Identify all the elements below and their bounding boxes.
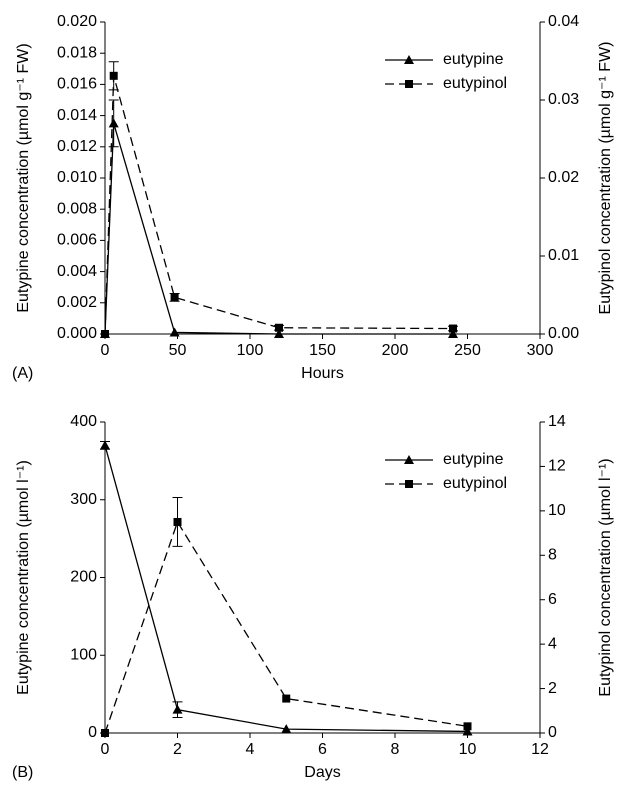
axes [104, 22, 541, 335]
y-tick-label: 100 [70, 646, 97, 663]
y-tick-label: 0 [88, 724, 97, 741]
marker [448, 329, 458, 338]
y-tick-label: 0.006 [57, 232, 97, 249]
y-tick-label: 0.016 [57, 76, 97, 93]
y2-tick-label: 4 [548, 635, 557, 652]
series-line [104, 445, 468, 733]
legend-label: eutypine [443, 451, 504, 468]
y-tick-label: 0.020 [57, 13, 97, 30]
marker [101, 330, 109, 338]
series-line [104, 75, 454, 335]
marker [173, 517, 182, 526]
marker [108, 118, 119, 128]
x-tick-label: 12 [531, 741, 549, 758]
marker [170, 293, 179, 302]
x-tick-label: 50 [169, 342, 187, 359]
marker [463, 722, 472, 731]
legend-label: eutypinol [443, 475, 507, 492]
axes [104, 422, 541, 734]
y-tick-label: 0.004 [57, 263, 97, 280]
y-tick-label: 0.014 [57, 107, 97, 124]
x-tick-label: 4 [246, 741, 255, 758]
x-tick-label: 300 [527, 342, 554, 359]
x-tick-label: 250 [454, 342, 481, 359]
y-tick-label: 300 [70, 491, 97, 508]
marker [172, 704, 183, 714]
marker [101, 729, 109, 737]
marker [462, 726, 473, 736]
legend-marker [405, 480, 413, 488]
marker [100, 440, 110, 450]
x-tick-label: 0 [101, 342, 110, 359]
series-line [104, 123, 453, 335]
y-tick-label: 0.018 [57, 44, 97, 61]
marker [274, 329, 284, 338]
y2-tick-label: 0 [548, 724, 557, 741]
y2-tick-label: 0.04 [548, 13, 579, 30]
y2-tick-label: 2 [548, 680, 557, 697]
legend-marker [405, 80, 413, 88]
y2-tick-label: 10 [548, 502, 566, 519]
marker [109, 71, 118, 80]
x-tick-label: 200 [382, 342, 409, 359]
x-axis-title: Hours [301, 365, 344, 382]
legend-label: eutypinol [443, 75, 507, 92]
x-axis-title: Days [304, 764, 340, 781]
x-tick-label: 10 [459, 741, 477, 758]
x-tick-label: 2 [173, 741, 182, 758]
y2-tick-label: 0.00 [548, 325, 579, 342]
y2-tick-label: 8 [548, 547, 557, 564]
y2-tick-label: 0.01 [548, 247, 579, 264]
y2-axis-title: Eutypinol concentration (µmol l⁻¹) [597, 458, 614, 696]
marker [275, 323, 283, 332]
y-axis-title: Eutypine concentration (µmol l⁻¹) [15, 460, 32, 695]
y-tick-label: 400 [70, 413, 97, 430]
y-tick-label: 0.010 [57, 169, 97, 186]
marker [449, 324, 457, 333]
y2-tick-label: 14 [548, 413, 566, 430]
y2-tick-label: 12 [548, 458, 566, 475]
y-tick-label: 0.002 [57, 294, 97, 311]
y-tick-label: 200 [70, 569, 97, 586]
panel-label: (B) [12, 764, 33, 781]
x-tick-label: 150 [309, 342, 336, 359]
y2-axis-title: Eutypinol concentration (µmol g⁻¹ FW) [597, 42, 614, 315]
marker [281, 724, 292, 734]
y-tick-label: 0.012 [57, 138, 97, 155]
marker [169, 327, 180, 337]
legend-marker [404, 455, 414, 464]
series-line [104, 520, 468, 734]
y-axis-title: Eutypine concentration (µmol g⁻¹ FW) [15, 43, 32, 312]
y2-tick-label: 0.03 [548, 91, 579, 108]
panel-label: (A) [12, 365, 33, 382]
legend-label: eutypine [443, 51, 504, 68]
y-tick-label: 0.008 [57, 200, 97, 217]
marker [282, 694, 291, 703]
x-tick-label: 6 [318, 741, 327, 758]
x-tick-label: 100 [237, 342, 264, 359]
x-tick-label: 0 [101, 741, 110, 758]
x-tick-label: 8 [391, 741, 400, 758]
y2-tick-label: 0.02 [548, 169, 579, 186]
legend-marker [404, 55, 414, 64]
y2-tick-label: 6 [548, 591, 557, 608]
y-tick-label: 0.000 [57, 325, 97, 342]
